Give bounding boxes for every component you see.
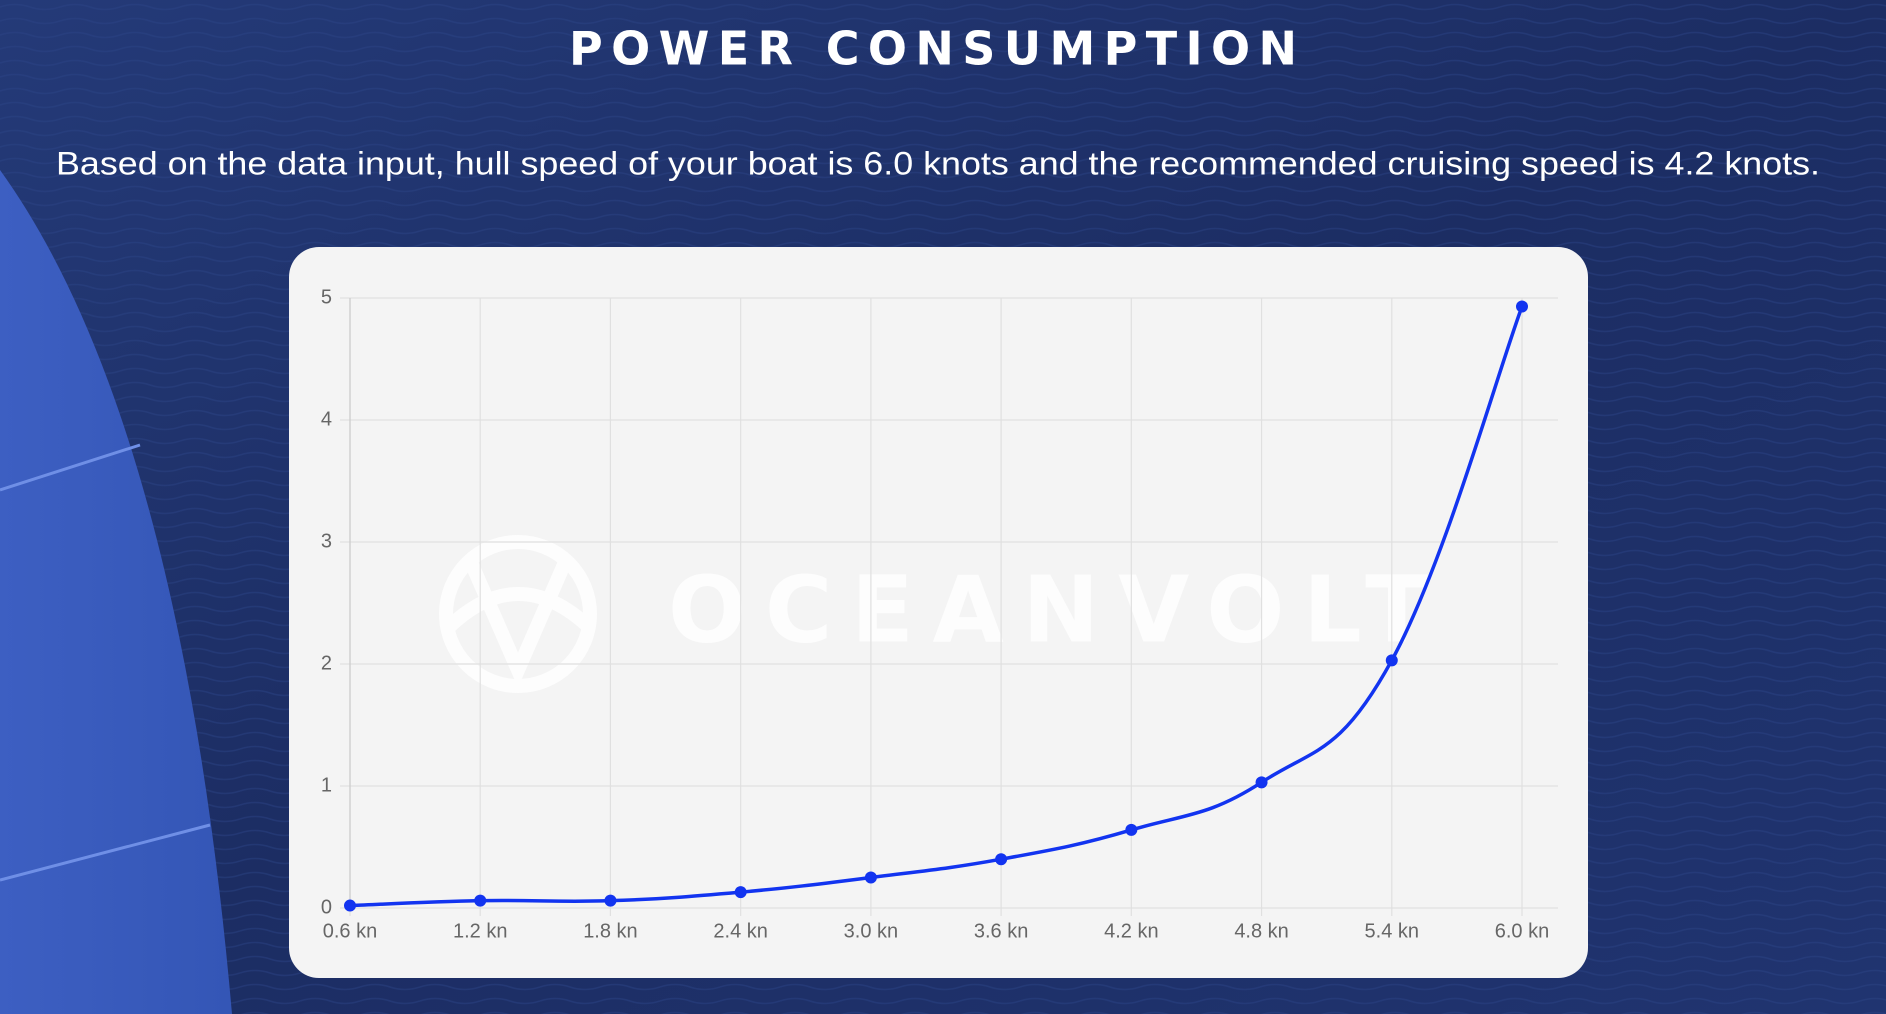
x-tick-label: 4.2 kn bbox=[1104, 920, 1158, 942]
chart-card bbox=[289, 247, 1588, 978]
y-tick-label: 5 bbox=[321, 286, 332, 308]
watermark-text: OCEANVOLT bbox=[668, 556, 1428, 663]
point bbox=[995, 853, 1008, 866]
subtitle: Based on the data input, hull speed of y… bbox=[56, 145, 1820, 181]
x-tick-label: 1.8 kn bbox=[583, 920, 637, 942]
page-title: POWER CONSUMPTION bbox=[569, 22, 1297, 76]
point bbox=[734, 886, 747, 899]
x-tick-label: 4.8 kn bbox=[1234, 920, 1288, 942]
point bbox=[1125, 823, 1138, 836]
y-tick-label: 4 bbox=[321, 408, 332, 430]
point bbox=[1516, 300, 1528, 313]
point bbox=[474, 894, 487, 907]
x-tick-label: 5.4 kn bbox=[1365, 920, 1419, 942]
y-tick-label: 2 bbox=[321, 652, 332, 674]
point bbox=[864, 871, 877, 884]
x-tick-label: 3.0 kn bbox=[844, 920, 898, 942]
y-tick-label: 0 bbox=[321, 896, 332, 918]
point bbox=[604, 894, 617, 907]
y-tick-label: 3 bbox=[321, 530, 332, 552]
y-tick-label: 1 bbox=[321, 774, 332, 796]
x-tick-label: 1.2 kn bbox=[453, 920, 507, 942]
x-tick-label: 0.6 kn bbox=[323, 920, 377, 942]
point bbox=[1385, 654, 1398, 667]
point bbox=[1255, 776, 1268, 789]
sail-seam bbox=[0, 443, 211, 882]
x-tick-label: 2.4 kn bbox=[713, 920, 767, 942]
sail-decoration bbox=[0, 170, 232, 1014]
point bbox=[344, 899, 356, 912]
x-tick-label: 6.0 kn bbox=[1495, 920, 1549, 942]
watermark-logo bbox=[443, 557, 595, 688]
x-tick-label: 3.6 kn bbox=[974, 920, 1028, 942]
